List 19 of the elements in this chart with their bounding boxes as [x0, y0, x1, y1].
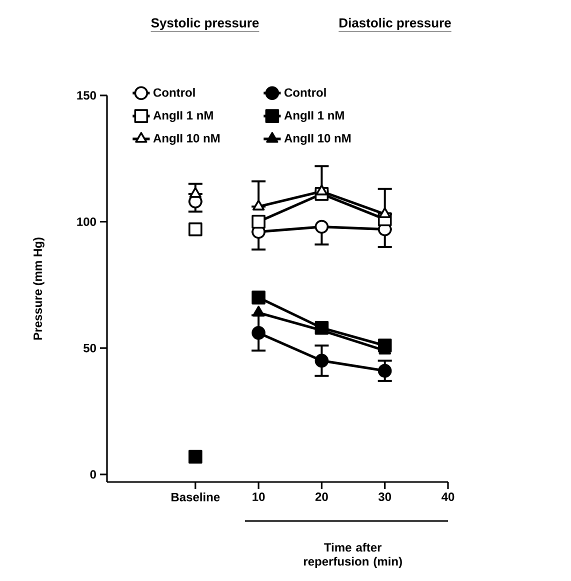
legend-label: AngII 10 nM: [153, 134, 220, 145]
x-tick-label: 20: [315, 492, 328, 502]
legend-label: AngII 10 nM: [284, 134, 351, 145]
x-tick-label: 10: [252, 492, 265, 502]
legend-label: Control: [154, 88, 195, 97]
y-axis-title: Pressure (mm Hg): [33, 238, 44, 340]
x-tick-label: 40: [442, 492, 454, 502]
x-axis-title: Time after reperfusion (min): [304, 542, 402, 568]
x-tick-label: Baseline: [172, 492, 220, 502]
text: Systolic pressure: [151, 18, 259, 30]
y-tick-label: 50: [83, 344, 96, 352]
legend-label: Control: [284, 88, 326, 97]
y-tick-label: 150: [77, 91, 96, 100]
legend-label: AngII 1 nM: [284, 111, 344, 122]
x-tick-label: 30: [378, 492, 392, 502]
y-tick-label: 100: [77, 217, 96, 226]
legend-label: AngII 1 nM: [153, 111, 213, 122]
y-tick-label: 0: [90, 470, 96, 479]
text: Diastolic pressure: [340, 18, 451, 30]
